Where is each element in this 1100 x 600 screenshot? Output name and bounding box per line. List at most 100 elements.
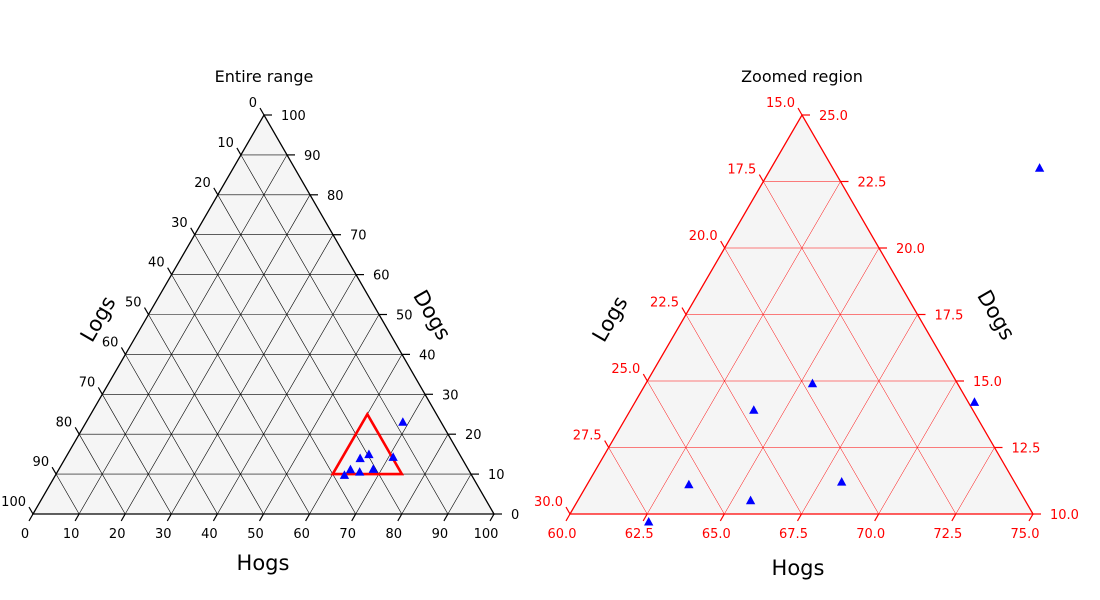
- left-axis-tick: [120, 347, 126, 355]
- right-tick-label: 100: [281, 109, 306, 124]
- left-tick-label: 20: [194, 176, 211, 191]
- gridline-hogs: [646, 181, 841, 515]
- left-tick-label: 70: [79, 375, 96, 390]
- bottom-tick-label: 30: [155, 527, 172, 542]
- right-tick-label: 10.0: [1050, 508, 1079, 523]
- gridline-logs: [194, 234, 356, 515]
- bottom-tick-label: 40: [201, 527, 218, 542]
- gridline-hogs: [401, 434, 449, 515]
- bottom-axis-tick: [212, 513, 218, 522]
- bottom-axis-tick: [874, 513, 880, 522]
- gridline-logs: [55, 473, 80, 515]
- right-tick-label: 20.0: [896, 242, 925, 257]
- gridline-hogs: [171, 234, 334, 515]
- bottom-axis-tick: [397, 513, 403, 522]
- bottom-axis-tick: [489, 513, 495, 522]
- data-point: [345, 464, 356, 474]
- left-tick-label: 60: [102, 335, 119, 350]
- right-tick-label: 80: [327, 189, 344, 204]
- data-point: [355, 453, 365, 463]
- bottom-tick-label: 80: [386, 527, 403, 542]
- gridline-hogs: [878, 380, 957, 515]
- left-axis-tick: [642, 373, 648, 382]
- gridline-hogs: [801, 314, 918, 515]
- bottom-axis-tick: [719, 513, 725, 522]
- left-axis-tick: [565, 506, 571, 515]
- right-tick-label: 15.0: [973, 375, 1002, 390]
- bottom-tick-label: 60.0: [548, 527, 577, 542]
- right-tick-label: 70: [350, 229, 367, 244]
- left-tick-label: 10: [217, 136, 234, 151]
- bottom-tick-label: 70: [339, 527, 356, 542]
- right-tick-label: 17.5: [935, 309, 964, 324]
- data-point: [388, 452, 398, 461]
- left-tick-label: 25.0: [611, 362, 640, 377]
- bottom-axis-label: Hogs: [772, 556, 825, 580]
- left-tick-label: 20.0: [689, 229, 718, 244]
- bottom-axis-tick: [74, 513, 80, 522]
- data-point: [837, 477, 847, 486]
- bottom-tick-label: 0: [21, 527, 29, 542]
- bottom-axis-tick: [120, 513, 126, 522]
- right-axis-label: Dogs: [408, 286, 455, 344]
- left-axis-tick: [28, 506, 34, 515]
- data-point: [745, 495, 756, 505]
- right-tick-label: 0: [511, 508, 519, 523]
- left-tick-label: 0: [249, 96, 257, 111]
- left-axis-tick: [213, 187, 219, 196]
- gridline-logs: [148, 314, 264, 515]
- bottom-axis-label: Hogs: [237, 551, 290, 575]
- gridline-hogs: [78, 154, 288, 515]
- data-point: [398, 417, 408, 426]
- right-tick-label: 20: [465, 428, 482, 443]
- left-axis-tick: [190, 227, 196, 236]
- right-tick-label: 90: [304, 149, 321, 164]
- plot-title: Entire range: [215, 67, 314, 86]
- data-point: [1034, 163, 1045, 172]
- left-axis-tick: [681, 307, 687, 315]
- plot-title: Zoomed region: [741, 67, 863, 86]
- right-tick-label: 30: [442, 388, 459, 403]
- bottom-axis-tick: [1028, 513, 1034, 522]
- bottom-axis-tick: [305, 513, 311, 522]
- right-tick-label: 22.5: [858, 176, 887, 191]
- right-tick-label: 25.0: [819, 109, 848, 124]
- data-point: [969, 397, 980, 406]
- gridline-logs: [647, 380, 725, 515]
- left-axis-label: Logs: [587, 292, 632, 346]
- bottom-axis-tick: [796, 513, 803, 522]
- gridline-logs: [685, 314, 802, 515]
- right-axis-label: Dogs: [972, 286, 1019, 344]
- bottom-tick-label: 10: [63, 527, 80, 542]
- right-tick-label: 60: [373, 269, 390, 284]
- left-axis-tick: [797, 107, 803, 116]
- bottom-tick-label: 90: [432, 527, 449, 542]
- bottom-tick-label: 75.0: [1011, 527, 1040, 542]
- gridline-logs: [78, 434, 126, 515]
- data-point: [684, 479, 694, 489]
- gridline-logs: [724, 247, 879, 515]
- left-axis-tick: [236, 147, 242, 156]
- bottom-axis-tick: [565, 513, 571, 522]
- left-tick-label: 30.0: [534, 495, 563, 510]
- bottom-axis-tick: [28, 513, 34, 522]
- left-axis-tick: [51, 466, 57, 475]
- gridline-logs: [608, 447, 648, 515]
- left-tick-label: 15.0: [766, 96, 795, 111]
- left-tick-label: 50: [125, 296, 142, 311]
- bottom-tick-label: 20: [109, 527, 126, 542]
- bottom-tick-label: 100: [474, 527, 499, 542]
- gridline-logs: [763, 181, 957, 515]
- left-axis-tick: [259, 107, 265, 116]
- data-point: [339, 470, 350, 479]
- bottom-axis-tick: [258, 513, 265, 522]
- left-axis-tick: [143, 307, 150, 315]
- right-tick-label: 50: [396, 309, 413, 324]
- bottom-axis-tick: [351, 513, 357, 522]
- left-tick-label: 17.5: [727, 163, 756, 178]
- data-point: [749, 405, 759, 414]
- left-tick-label: 90: [33, 455, 50, 470]
- bottom-tick-label: 72.5: [933, 527, 962, 542]
- right-tick-label: 10: [488, 468, 505, 483]
